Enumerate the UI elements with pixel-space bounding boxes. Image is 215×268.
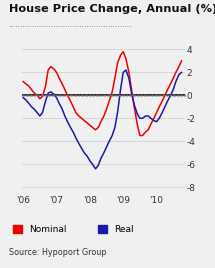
Text: ····················································: ········································… [9,23,132,32]
Text: Source: Hypoport Group: Source: Hypoport Group [9,248,106,257]
Legend: Nominal, Real: Nominal, Real [13,225,134,234]
Text: House Price Change, Annual (%): House Price Change, Annual (%) [9,4,215,14]
